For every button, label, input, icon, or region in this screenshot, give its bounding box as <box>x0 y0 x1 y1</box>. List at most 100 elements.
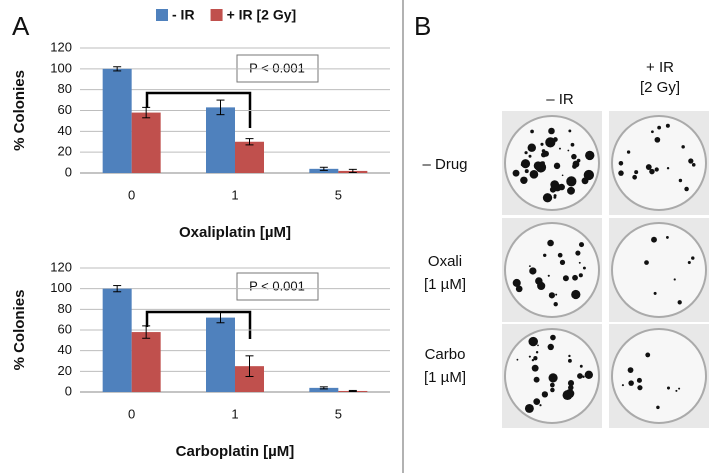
row-label: – Drug <box>422 156 467 173</box>
colony <box>528 355 531 358</box>
x-tick-label: 1 <box>231 406 238 421</box>
colony <box>575 250 581 256</box>
colony <box>568 354 571 358</box>
colony <box>528 265 531 268</box>
colony <box>691 256 695 260</box>
x-axis-label: Carboplatin [µM] <box>176 443 295 460</box>
colony <box>577 373 583 379</box>
bar <box>102 288 132 392</box>
column-label: – IR <box>546 91 574 108</box>
colony <box>550 180 560 189</box>
colony <box>562 275 569 282</box>
colony <box>533 356 538 361</box>
colony <box>533 398 541 405</box>
y-tick-label: 80 <box>58 301 72 316</box>
y-tick-label: 80 <box>58 81 72 96</box>
colony <box>567 149 570 152</box>
colony <box>541 391 549 398</box>
colony <box>568 384 574 391</box>
colony <box>550 387 555 393</box>
legend-label: + IR [2 Gy] <box>227 7 297 23</box>
error-bar <box>348 389 357 392</box>
y-tick-label: 20 <box>58 363 72 378</box>
bar <box>131 112 161 173</box>
colony <box>524 169 529 174</box>
colony <box>678 387 681 390</box>
y-tick-label: 100 <box>50 280 72 295</box>
colony <box>531 364 539 372</box>
colony <box>636 377 642 383</box>
colony <box>618 170 624 176</box>
colony <box>628 380 634 386</box>
y-tick-label: 0 <box>65 164 72 179</box>
y-tick-label: 0 <box>65 383 72 398</box>
y-tick-label: 40 <box>58 123 72 138</box>
x-tick-label: 0 <box>128 406 135 421</box>
bracket <box>145 310 252 339</box>
error-bar <box>319 386 328 390</box>
bar <box>131 332 161 392</box>
colony <box>555 293 558 296</box>
dish <box>611 222 707 318</box>
colony <box>529 267 537 275</box>
colony <box>583 179 588 184</box>
colony <box>568 129 572 133</box>
colony <box>553 162 561 170</box>
colony <box>665 236 669 239</box>
row-label: [1 µM] <box>424 276 466 293</box>
colony <box>649 168 655 175</box>
dish <box>611 115 707 211</box>
colony <box>644 260 649 265</box>
colony <box>557 252 563 258</box>
y-axis-label: % Colonies <box>11 70 28 151</box>
colony <box>533 376 540 383</box>
colony <box>637 385 643 391</box>
row-label: [1 µM] <box>424 369 466 386</box>
bar <box>206 107 235 173</box>
x-axis-label: Oxaliplatin [µM] <box>179 224 291 241</box>
x-tick-label: 5 <box>335 406 342 421</box>
y-tick-label: 120 <box>50 259 72 274</box>
row-label: Carbo <box>425 346 466 363</box>
colony <box>541 152 547 158</box>
y-tick-label: 100 <box>50 60 72 75</box>
dish-photos <box>502 111 709 428</box>
colony <box>529 170 539 179</box>
colony <box>688 158 694 164</box>
colony <box>537 344 539 347</box>
colony <box>621 384 624 387</box>
colony <box>547 343 554 351</box>
colony <box>584 370 594 379</box>
bar <box>206 317 235 392</box>
colony <box>524 403 534 413</box>
colony <box>562 390 573 401</box>
dish <box>611 328 707 424</box>
annotation: P < 0.001 <box>249 60 305 75</box>
row-label: Oxali <box>428 253 462 270</box>
colony <box>645 164 652 170</box>
colony <box>566 176 577 187</box>
error-bar <box>245 138 254 146</box>
colony <box>570 142 575 147</box>
colony <box>553 302 558 307</box>
colony <box>547 274 550 277</box>
bar <box>309 168 339 173</box>
legend-label: - IR <box>172 7 195 23</box>
colony <box>691 163 696 167</box>
colony <box>543 253 547 257</box>
error-bar <box>245 355 254 377</box>
colony <box>579 364 583 368</box>
colony <box>558 147 561 150</box>
y-tick-label: 40 <box>58 342 72 357</box>
colony <box>645 352 651 358</box>
colony <box>654 167 659 172</box>
colony <box>677 300 682 305</box>
colony <box>512 169 520 177</box>
bar <box>102 68 132 173</box>
bar <box>235 141 264 173</box>
colony <box>578 273 583 278</box>
error-bar <box>113 285 122 293</box>
colony <box>528 154 532 158</box>
colony <box>567 380 575 387</box>
error-bar <box>216 311 225 324</box>
